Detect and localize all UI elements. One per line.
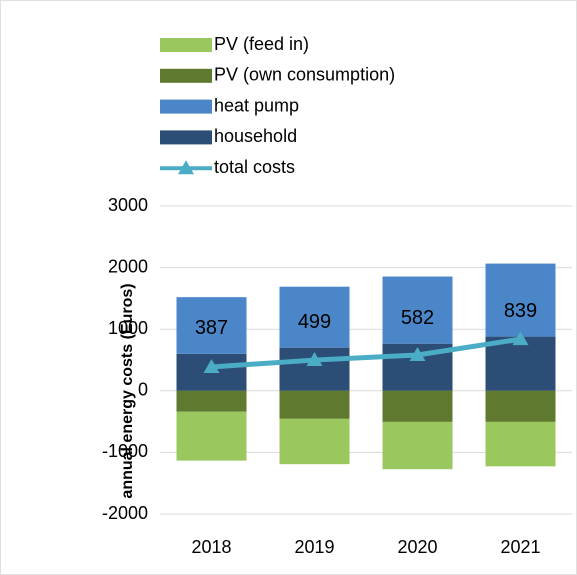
data-label: 839 [504, 300, 537, 322]
bar-segment [382, 276, 453, 344]
legend-swatch [160, 130, 212, 145]
legend-swatch [160, 68, 212, 83]
y-tick-label: -1000 [102, 441, 148, 461]
y-tick-label: 2000 [108, 256, 148, 276]
bar-segment [279, 418, 350, 465]
x-tick-label: 2020 [397, 537, 437, 557]
line-series [211, 336, 521, 370]
data-label: 499 [298, 311, 331, 333]
line-marker [512, 331, 529, 346]
bar-segment [485, 390, 556, 422]
line-marker [203, 358, 220, 373]
bar-segment [176, 390, 247, 412]
y-tick-label: 0 [138, 380, 148, 400]
legend-marker [178, 160, 194, 175]
bar-segment [176, 297, 247, 354]
legend-label: total costs [214, 157, 295, 177]
line-marker [409, 346, 426, 361]
line-marker [306, 352, 323, 367]
bar-segment [382, 421, 453, 470]
bar-segment [485, 263, 556, 337]
y-tick-label: 3000 [108, 195, 148, 215]
bar-segment [485, 421, 556, 467]
legend-swatch [160, 99, 212, 114]
data-label: 387 [195, 317, 228, 339]
legend-swatch [160, 38, 212, 52]
legend-label: PV (own consumption) [214, 65, 395, 85]
bar-segment [279, 286, 350, 348]
x-tick-label: 2018 [191, 537, 231, 557]
data-label: 582 [401, 307, 434, 329]
bar-segment [279, 390, 350, 419]
y-tick-label: -2000 [102, 503, 148, 523]
y-axis-title: annual energy costs (Euros) [119, 283, 136, 498]
bar-segment [382, 390, 453, 422]
legend-label: household [214, 126, 297, 146]
legend-label: PV (feed in) [214, 34, 309, 54]
y-tick-label: 1000 [108, 318, 148, 338]
bar-segment [176, 411, 247, 461]
legend-label: heat pump [214, 95, 299, 115]
bar-segment [485, 336, 556, 391]
x-tick-label: 2019 [294, 537, 334, 557]
x-tick-label: 2021 [500, 537, 540, 557]
